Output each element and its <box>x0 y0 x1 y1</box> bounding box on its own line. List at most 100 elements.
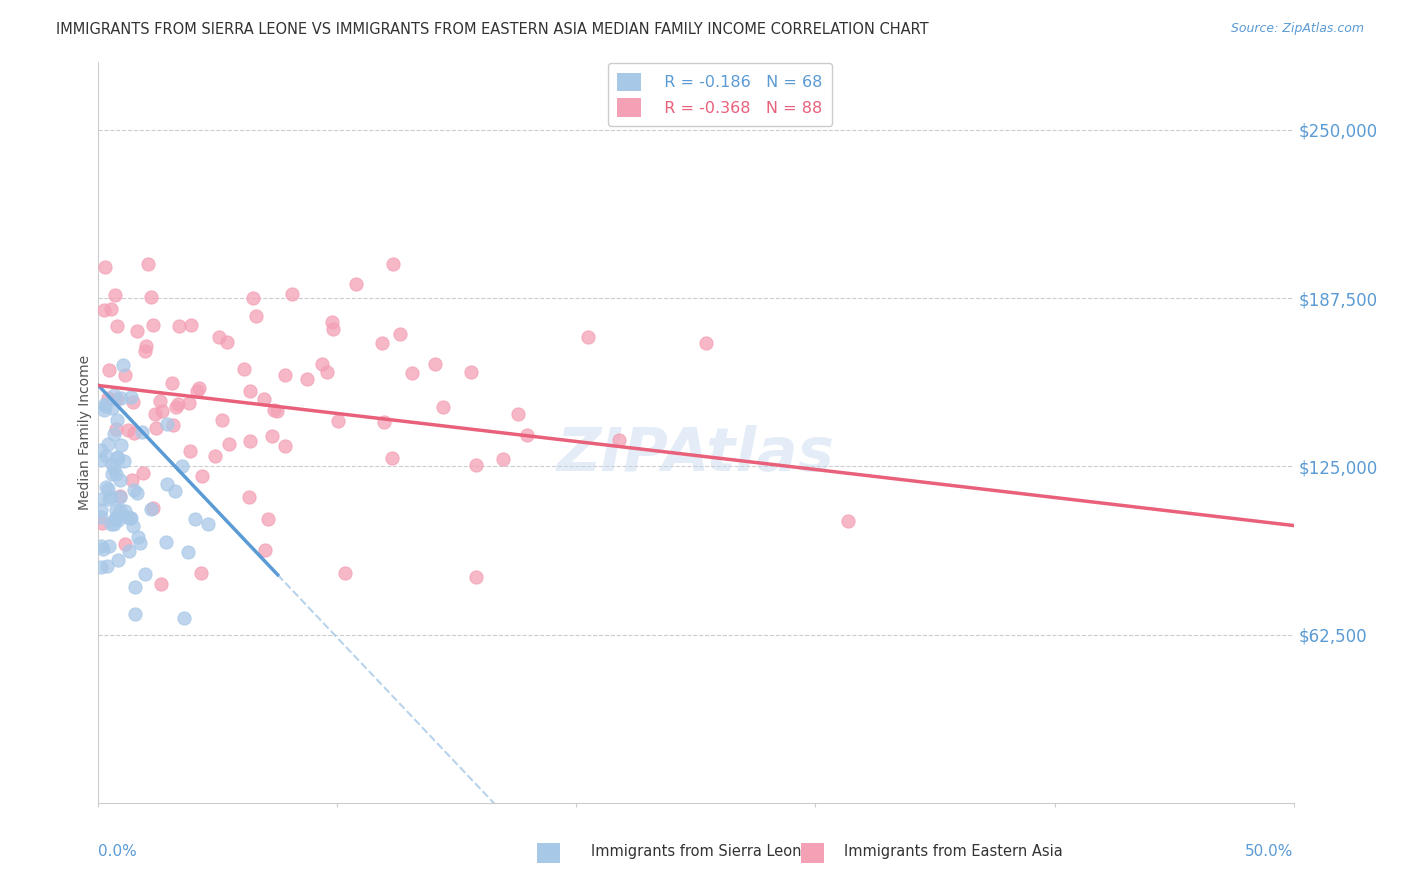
Point <box>266 404 288 418</box>
Point <box>695 335 717 350</box>
Point <box>105 467 128 481</box>
Point <box>389 327 412 342</box>
Point <box>274 439 297 453</box>
Point <box>103 460 125 475</box>
Point <box>508 407 530 421</box>
Point <box>94 449 117 463</box>
Point <box>177 396 200 410</box>
Point <box>94 480 117 494</box>
Point <box>96 558 118 573</box>
Point <box>381 451 404 466</box>
Point <box>167 318 190 333</box>
Point <box>190 566 212 580</box>
Point <box>215 335 238 350</box>
Point <box>423 357 446 371</box>
Point <box>124 607 146 622</box>
Point <box>160 376 183 391</box>
Point <box>132 466 155 480</box>
Point <box>344 277 367 291</box>
Point <box>98 491 121 506</box>
Point <box>382 257 405 271</box>
Point <box>111 358 134 372</box>
Point <box>432 401 454 415</box>
Point <box>118 544 141 558</box>
Point <box>167 397 190 411</box>
Point <box>97 391 120 405</box>
Point <box>208 330 231 344</box>
Text: ZIPAtlas: ZIPAtlas <box>557 425 835 484</box>
Point <box>93 403 115 417</box>
Point <box>170 458 193 473</box>
Point <box>197 516 219 531</box>
Point <box>280 287 302 301</box>
Point <box>186 384 208 399</box>
Point <box>460 365 482 379</box>
Point <box>134 566 156 581</box>
Point <box>122 394 145 409</box>
Text: Source: ZipAtlas.com: Source: ZipAtlas.com <box>1230 22 1364 36</box>
Point <box>90 503 112 517</box>
Point <box>162 417 184 432</box>
Point <box>120 511 142 525</box>
Point <box>491 451 513 466</box>
Point <box>173 611 195 625</box>
Point <box>90 443 112 458</box>
Point <box>165 483 187 498</box>
Point <box>90 509 112 524</box>
Point <box>122 483 145 498</box>
Point <box>142 501 165 516</box>
Point <box>107 450 129 465</box>
Point <box>98 539 121 553</box>
Point <box>141 318 163 333</box>
Point <box>94 399 117 413</box>
Point <box>165 400 187 414</box>
Point <box>105 318 128 333</box>
Point <box>156 477 179 491</box>
Point <box>143 408 166 422</box>
Point <box>211 413 233 427</box>
Point <box>138 257 160 271</box>
Point <box>108 502 131 516</box>
Point <box>371 335 394 350</box>
Point <box>94 260 117 275</box>
Point <box>91 541 114 556</box>
Point <box>322 321 344 335</box>
Point <box>295 372 318 386</box>
Point <box>114 368 136 383</box>
Point <box>180 318 202 333</box>
Point <box>176 544 198 558</box>
Point <box>103 516 125 531</box>
Point <box>179 444 201 458</box>
Point <box>110 391 132 405</box>
Point <box>373 415 395 429</box>
Point <box>103 427 125 442</box>
Point <box>156 417 179 431</box>
Point <box>105 450 128 465</box>
Point <box>837 514 859 528</box>
Point <box>139 502 162 516</box>
Point <box>218 437 240 451</box>
Point <box>91 516 114 530</box>
Point <box>103 388 125 402</box>
Point <box>97 482 120 496</box>
Point <box>607 434 630 448</box>
Point <box>100 467 122 481</box>
Point <box>93 303 115 318</box>
Text: IMMIGRANTS FROM SIERRA LEONE VS IMMIGRANTS FROM EASTERN ASIA MEDIAN FAMILY INCOM: IMMIGRANTS FROM SIERRA LEONE VS IMMIGRAN… <box>56 22 929 37</box>
Point <box>515 427 537 442</box>
Bar <box>801 843 824 863</box>
Point <box>100 490 122 504</box>
Point <box>90 492 112 507</box>
Point <box>97 437 120 451</box>
Point <box>239 434 262 448</box>
Point <box>239 384 262 398</box>
Point <box>274 368 297 382</box>
Point <box>122 425 145 440</box>
Point <box>114 503 136 517</box>
Point <box>465 569 488 583</box>
Point <box>104 421 127 435</box>
Point <box>114 537 136 551</box>
Point <box>101 457 124 471</box>
Point <box>135 338 157 352</box>
Point <box>187 381 209 395</box>
